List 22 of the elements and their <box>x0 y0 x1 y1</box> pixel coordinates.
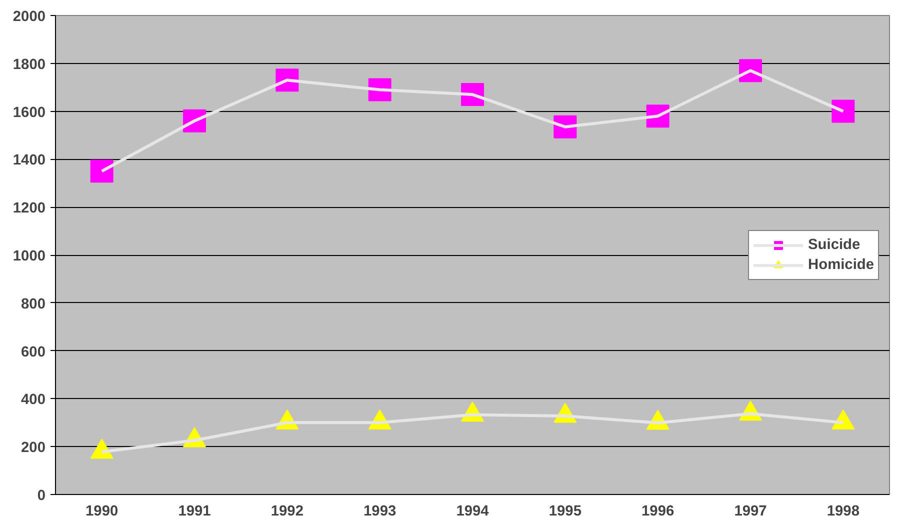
y-tick-label: 1400 <box>12 152 46 169</box>
x-tick-label: 1992 <box>270 504 304 520</box>
x-tick-label: 1993 <box>364 504 396 520</box>
y-tick-label: 1200 <box>12 200 46 217</box>
x-tick-label: 1991 <box>178 504 211 520</box>
x-tick-label: 1995 <box>548 504 582 520</box>
y-tick-label: 800 <box>21 296 46 312</box>
y-tick-label: 2000 <box>12 9 46 25</box>
x-tick-label: 1997 <box>734 504 767 520</box>
x-tick-label: 1998 <box>826 504 860 520</box>
x-tick-label: 1990 <box>86 504 118 520</box>
y-tick-label: 0 <box>37 488 46 504</box>
y-tick-label: 1800 <box>12 56 46 73</box>
x-tick-label: 1994 <box>456 504 490 520</box>
y-tick-label: 200 <box>21 440 46 456</box>
x-tick-label: 1996 <box>642 504 674 520</box>
y-tick-label: 1600 <box>12 104 46 121</box>
y-tick-label: 600 <box>21 344 46 360</box>
y-tick-label: 400 <box>21 392 46 408</box>
legend-label: Suicide <box>808 236 860 252</box>
y-tick-label: 1000 <box>12 248 46 264</box>
legend-label: Homicide <box>808 256 874 272</box>
